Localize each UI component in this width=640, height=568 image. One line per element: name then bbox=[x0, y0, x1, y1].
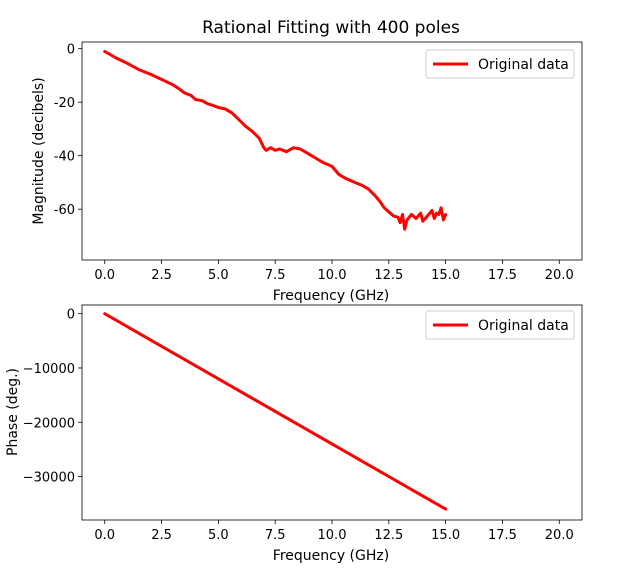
magnitude-y-tick-label: -40 bbox=[54, 150, 75, 165]
magnitude-series bbox=[103, 49, 448, 231]
phase-legend-label: Original data bbox=[478, 318, 569, 334]
magnitude-series-line bbox=[103, 49, 448, 231]
phase-series-line bbox=[103, 312, 448, 511]
phase-x-tick-label: 0.0 bbox=[94, 528, 115, 543]
phase-x-tick-label: 2.5 bbox=[151, 528, 172, 543]
magnitude-x-tick-label: 17.5 bbox=[488, 268, 517, 283]
phase-x-axis-label: Frequency (GHz) bbox=[273, 548, 389, 564]
phase-series bbox=[103, 312, 448, 511]
magnitude-x-tick-label: 2.5 bbox=[151, 268, 172, 283]
phase-x-tick-label: 12.5 bbox=[374, 528, 403, 543]
phase-x-tick-label: 5.0 bbox=[208, 528, 229, 543]
phase-x-tick-label: 15.0 bbox=[431, 528, 460, 543]
magnitude-x-tick-label: 0.0 bbox=[94, 268, 115, 283]
magnitude-y-tick-label: -60 bbox=[54, 203, 75, 218]
phase-y-tick-label: −10000 bbox=[23, 362, 75, 377]
phase-axes: 0.0 2.5 5.0 7.5 10.0 12.5 15.0 17.5 20.0 0 −10000… bbox=[5, 304, 583, 564]
phase-x-tick-label: 20.0 bbox=[545, 528, 574, 543]
magnitude-x-tick-label: 10.0 bbox=[318, 268, 347, 283]
magnitude-x-tick-label: 5.0 bbox=[208, 268, 229, 283]
phase-x-ticks: 0.0 2.5 5.0 7.5 10.0 12.5 15.0 17.5 20.0 bbox=[94, 520, 574, 543]
magnitude-y-axis-label: Magnitude (decibels) bbox=[31, 77, 47, 224]
phase-y-ticks: 0 −10000 −20000 −30000 bbox=[23, 308, 82, 486]
phase-y-tick-label: −20000 bbox=[23, 416, 75, 431]
magnitude-legend: Original data bbox=[425, 49, 575, 79]
phase-y-tick-label: −30000 bbox=[23, 471, 75, 486]
phase-y-tick-label: 0 bbox=[67, 308, 75, 323]
magnitude-y-tick-label: 0 bbox=[67, 43, 75, 58]
phase-legend: Original data bbox=[425, 310, 575, 340]
phase-legend-box bbox=[425, 310, 575, 340]
magnitude-x-tick-label: 12.5 bbox=[374, 268, 403, 283]
magnitude-x-tick-label: 15.0 bbox=[431, 268, 460, 283]
magnitude-x-ticks: 0.0 2.5 5.0 7.5 10.0 12.5 15.0 17.5 20.0 bbox=[94, 260, 574, 283]
magnitude-legend-box bbox=[425, 49, 575, 79]
magnitude-x-tick-label: 20.0 bbox=[545, 268, 574, 283]
magnitude-y-ticks: 0 -20 -40 -60 bbox=[54, 43, 82, 218]
phase-x-tick-label: 17.5 bbox=[488, 528, 517, 543]
phase-y-axis-label: Phase (deg.) bbox=[5, 368, 21, 456]
chart-title: Rational Fitting with 400 poles bbox=[202, 18, 460, 38]
magnitude-x-axis-label: Frequency (GHz) bbox=[273, 288, 389, 304]
phase-x-tick-label: 7.5 bbox=[265, 528, 286, 543]
phase-x-tick-label: 10.0 bbox=[318, 528, 347, 543]
magnitude-axes: Rational Fitting with 400 poles 0.0 2.5 5.… bbox=[31, 18, 583, 304]
magnitude-x-tick-label: 7.5 bbox=[265, 268, 286, 283]
magnitude-y-tick-label: -20 bbox=[54, 96, 75, 111]
magnitude-legend-label: Original data bbox=[478, 57, 569, 73]
